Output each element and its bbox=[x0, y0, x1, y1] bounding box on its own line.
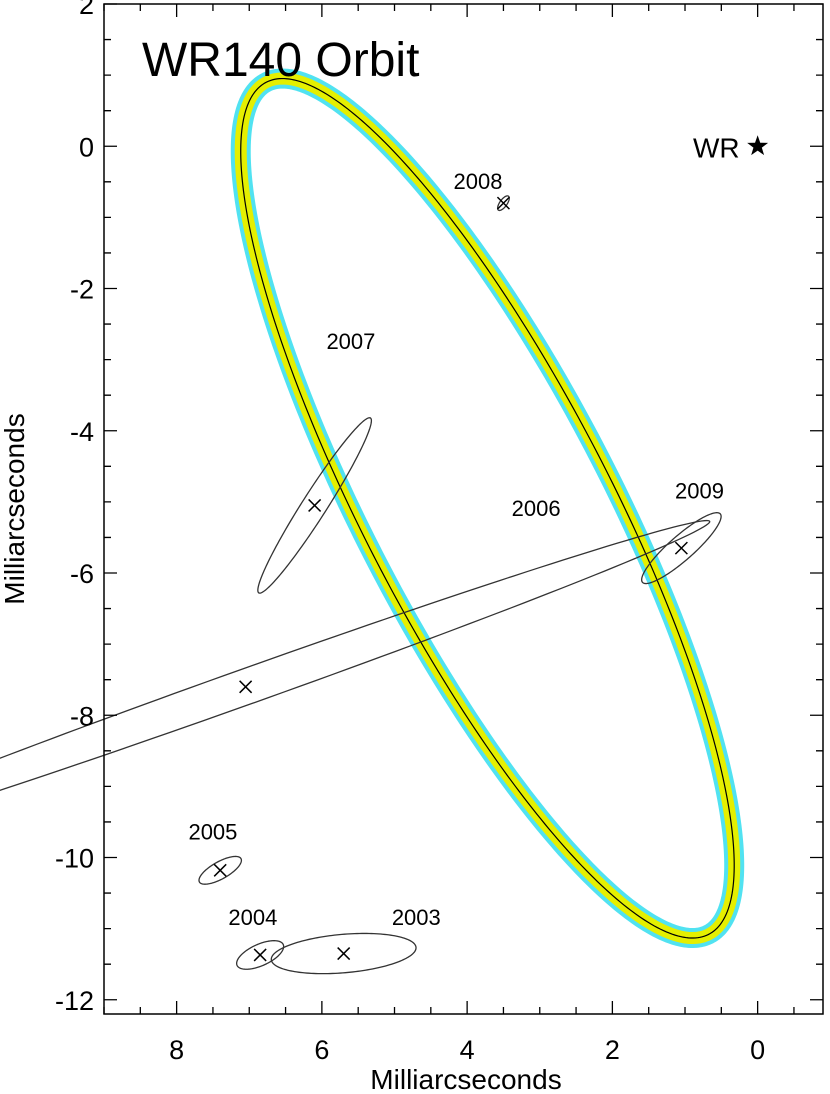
orbit-outer-band bbox=[230, 68, 745, 949]
error-ellipse-2007 bbox=[257, 417, 373, 594]
epoch-label-2005: 2005 bbox=[188, 820, 237, 845]
position-marker-2009 bbox=[674, 541, 688, 555]
epoch-label-2009: 2009 bbox=[675, 478, 724, 503]
error-ellipses bbox=[0, 195, 722, 975]
y-tick-label: -4 bbox=[70, 417, 94, 447]
error-ellipse-2009 bbox=[640, 512, 722, 585]
y-tick-label: 0 bbox=[79, 132, 94, 162]
tick-marks bbox=[103, 3, 823, 1014]
position-marker-2005 bbox=[213, 863, 227, 877]
orbit-line bbox=[240, 77, 735, 939]
y-tick-label: -10 bbox=[55, 844, 94, 874]
chart-title: WR140 Orbit bbox=[142, 34, 419, 87]
error-ellipse-2004 bbox=[236, 940, 285, 970]
y-tick-label: -6 bbox=[70, 559, 94, 589]
position-marker-2003 bbox=[337, 947, 351, 961]
orbit-layer bbox=[230, 68, 745, 949]
x-tick-label: 0 bbox=[750, 1035, 765, 1065]
epoch-labels: 2003 2004 2005 2006 2007 2008 2009 bbox=[188, 169, 724, 930]
wr-star-label: WR bbox=[693, 132, 740, 163]
axis-ticks bbox=[103, 3, 823, 1014]
error-ellipse-2005 bbox=[198, 855, 243, 885]
error-ellipse-2006 bbox=[0, 519, 711, 791]
position-marker-2006 bbox=[239, 680, 253, 694]
epoch-label-2006: 2006 bbox=[512, 496, 561, 521]
y-tick-label: -12 bbox=[55, 986, 94, 1016]
orbit-inner-band bbox=[234, 72, 741, 945]
position-marker-2004 bbox=[253, 948, 267, 962]
y-tick-label: -8 bbox=[70, 701, 94, 731]
epoch-label-2007: 2007 bbox=[326, 329, 375, 354]
y-axis-title: Milliarcseconds bbox=[0, 413, 30, 604]
x-tick-label: 4 bbox=[460, 1035, 475, 1065]
epoch-label-2008: 2008 bbox=[454, 169, 503, 194]
position-marker-2008 bbox=[496, 196, 510, 210]
x-tick-labels: 8 6 4 2 0 bbox=[169, 1035, 765, 1065]
error-ellipse-2003 bbox=[270, 932, 417, 975]
x-tick-label: 2 bbox=[605, 1035, 620, 1065]
error-ellipse-2008 bbox=[496, 195, 510, 212]
y-tick-labels: 2 0 -2 -4 -6 -8 -10 -12 bbox=[55, 0, 94, 1016]
position-marker-2007 bbox=[308, 498, 322, 512]
x-axis-title: Milliarcseconds bbox=[370, 1064, 561, 1094]
y-tick-label: 2 bbox=[79, 0, 94, 20]
wr-star-marker: WR bbox=[693, 132, 769, 163]
star-icon bbox=[747, 135, 769, 156]
epoch-label-2004: 2004 bbox=[228, 905, 277, 930]
x-tick-label: 6 bbox=[314, 1035, 329, 1065]
epoch-label-2003: 2003 bbox=[392, 905, 441, 930]
x-tick-label: 8 bbox=[169, 1035, 184, 1065]
y-tick-label: -2 bbox=[70, 275, 94, 305]
position-markers bbox=[213, 196, 688, 962]
plot-frame bbox=[103, 3, 824, 1015]
